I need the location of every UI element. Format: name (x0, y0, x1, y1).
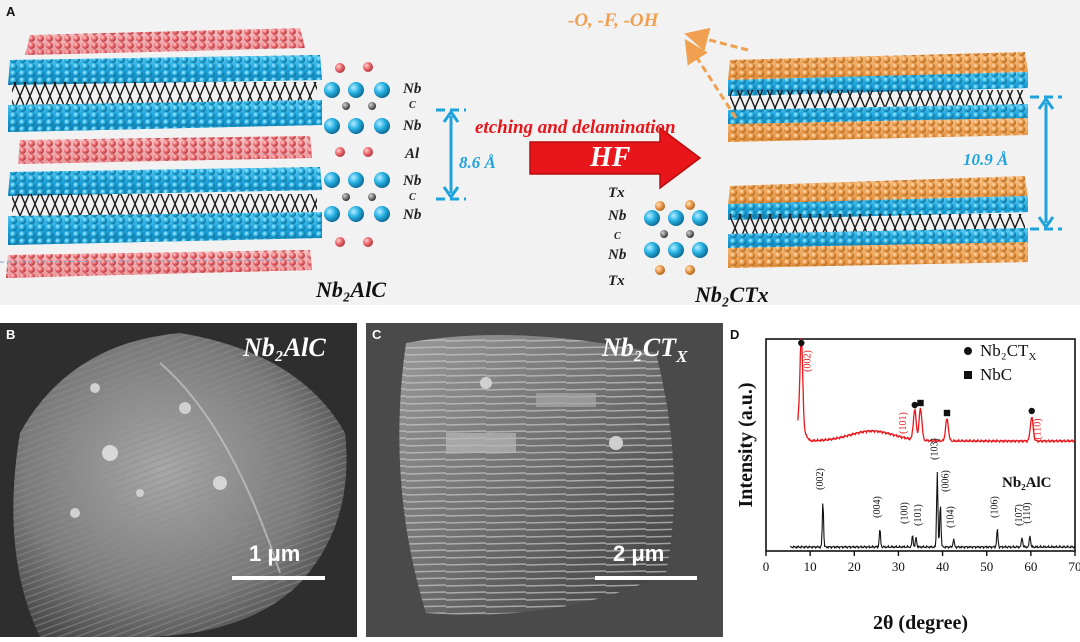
process-label: etching and delamination (475, 117, 676, 139)
terminations-label: -O, -F, -OH (568, 10, 658, 32)
peak-label: (101) (898, 412, 909, 434)
atom-label-c: C (409, 100, 416, 111)
legend-marker-square (964, 371, 972, 379)
arrow-label-hf: HF (590, 143, 630, 173)
atom-label-nb: Nb (403, 173, 421, 190)
scale-label-c: 2 μm (613, 541, 664, 567)
nb2alc-atom-column (324, 62, 390, 247)
atom-label-al: Al (405, 146, 419, 163)
x-tick-label: 0 (763, 559, 770, 574)
legend-entry: Nb₂CTX (980, 341, 1036, 363)
peak-label: (002) (815, 468, 826, 490)
x-tick-label: 30 (892, 559, 905, 574)
scale-bar-b (232, 576, 325, 580)
peak-label: (006) (940, 470, 951, 492)
peak-label: (100) (900, 502, 911, 524)
sem-c-title: Nb₂CTX (602, 333, 687, 367)
atom-label-nb: Nb (403, 118, 421, 135)
spacing-marker-right (1030, 97, 1062, 229)
sem-micrograph-c (366, 323, 723, 637)
x-tick-label: 40 (936, 559, 949, 574)
scale-label-b: 1 μm (249, 541, 300, 567)
atom-label-nb: Nb (403, 207, 421, 224)
x-tick-label: 50 (980, 559, 993, 574)
legend-entry: NbC (980, 365, 1012, 384)
peak-label: (101) (913, 504, 924, 526)
atom-label-tx: Tx (608, 185, 625, 202)
nb2ctx-atom-column (644, 200, 708, 275)
panel-d-label: D (730, 327, 739, 342)
sem-micrograph-b (0, 323, 357, 637)
x-tick-label: 20 (848, 559, 861, 574)
scale-bar-c (595, 576, 697, 580)
atom-label-nb: Nb (608, 208, 626, 225)
peak-marker-circle (798, 340, 804, 346)
spacing-label-left: 8.6 Å (459, 153, 496, 173)
xrd-chart-panel: D 0 10 20 30 40 50 60 70 2θ (degree) Intensity (a… (730, 325, 1080, 637)
nb2alc-title: Nb₂AlC (316, 277, 386, 303)
peak-label: (106) (989, 496, 1000, 518)
atom-label-tx: Tx (608, 273, 625, 290)
peak-marker-square (944, 410, 950, 416)
sem-image-nb2alc: B Nb₂AlC 1 μm (0, 323, 357, 637)
sem-b-title: Nb₂AlC (243, 333, 326, 363)
peak-label: (110) (1033, 418, 1044, 439)
peak-label: (103) (929, 438, 940, 460)
xrd-chart: 0 10 20 30 40 50 60 70 2θ (degree) Intensity (a.u… (730, 325, 1080, 637)
legend-entry-subscript: X (1028, 351, 1036, 363)
panel-b-label: B (6, 327, 15, 342)
peak-marker-square (917, 400, 923, 406)
y-axis-label: Intensity (a.u.) (735, 382, 757, 507)
nb2alc-structure (0, 28, 322, 278)
atom-label-nb: Nb (608, 247, 626, 264)
sem-image-nb2ctx: C Nb₂CTX 2 μm (366, 323, 723, 637)
panel-a-label: A (6, 4, 15, 19)
peak-label: (002) (802, 350, 813, 372)
peak-label: (004) (872, 496, 883, 518)
atom-label-nb: Nb (403, 81, 421, 98)
atom-label-c: C (614, 231, 621, 242)
peak-label: (110) (1022, 502, 1033, 523)
x-tick-label: 60 (1024, 559, 1037, 574)
mxene-schematic (0, 0, 1080, 305)
peak-marker-circle (1029, 408, 1035, 414)
x-tick-label: 10 (804, 559, 817, 574)
series-label-nb2alc: Nb₂AlC (1002, 475, 1052, 491)
legend-marker-circle (964, 347, 972, 355)
atom-label-c: C (409, 192, 416, 203)
spacing-label-right: 10.9 Å (963, 150, 1008, 170)
peak-label: (104) (946, 506, 957, 528)
peak-marker-circle (912, 402, 918, 408)
x-tick-label: 70 (1069, 559, 1080, 574)
nb2ctx-title: Nb₂CTx (695, 282, 769, 308)
x-axis-label: 2θ (degree) (873, 612, 968, 634)
panel-a-schematic: A Nb C Nb Al Nb C Nb 8.6 Å etching and d… (0, 0, 1080, 305)
panel-c-label: C (372, 327, 381, 342)
